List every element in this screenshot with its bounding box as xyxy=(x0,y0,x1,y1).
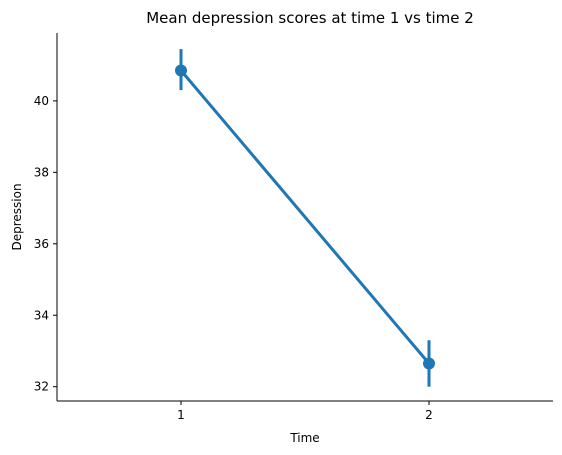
plot-area xyxy=(175,49,435,387)
y-tick-label: 38 xyxy=(34,165,49,179)
data-point xyxy=(423,357,435,370)
y-tick-label: 32 xyxy=(34,380,49,394)
y-tick-label: 40 xyxy=(34,94,49,108)
data-point xyxy=(175,64,187,77)
x-axis-label: Time xyxy=(289,431,319,445)
x-tick-label: 2 xyxy=(425,408,433,422)
x-tick-label: 1 xyxy=(177,408,185,422)
y-ticks: 32 34 36 38 40 xyxy=(34,94,57,394)
chart-title: Mean depression scores at time 1 vs time… xyxy=(146,9,474,27)
series-line xyxy=(179,69,431,365)
y-tick-label: 34 xyxy=(34,308,49,322)
y-axis-label: Depression xyxy=(10,183,24,250)
y-tick-label: 36 xyxy=(34,237,49,251)
